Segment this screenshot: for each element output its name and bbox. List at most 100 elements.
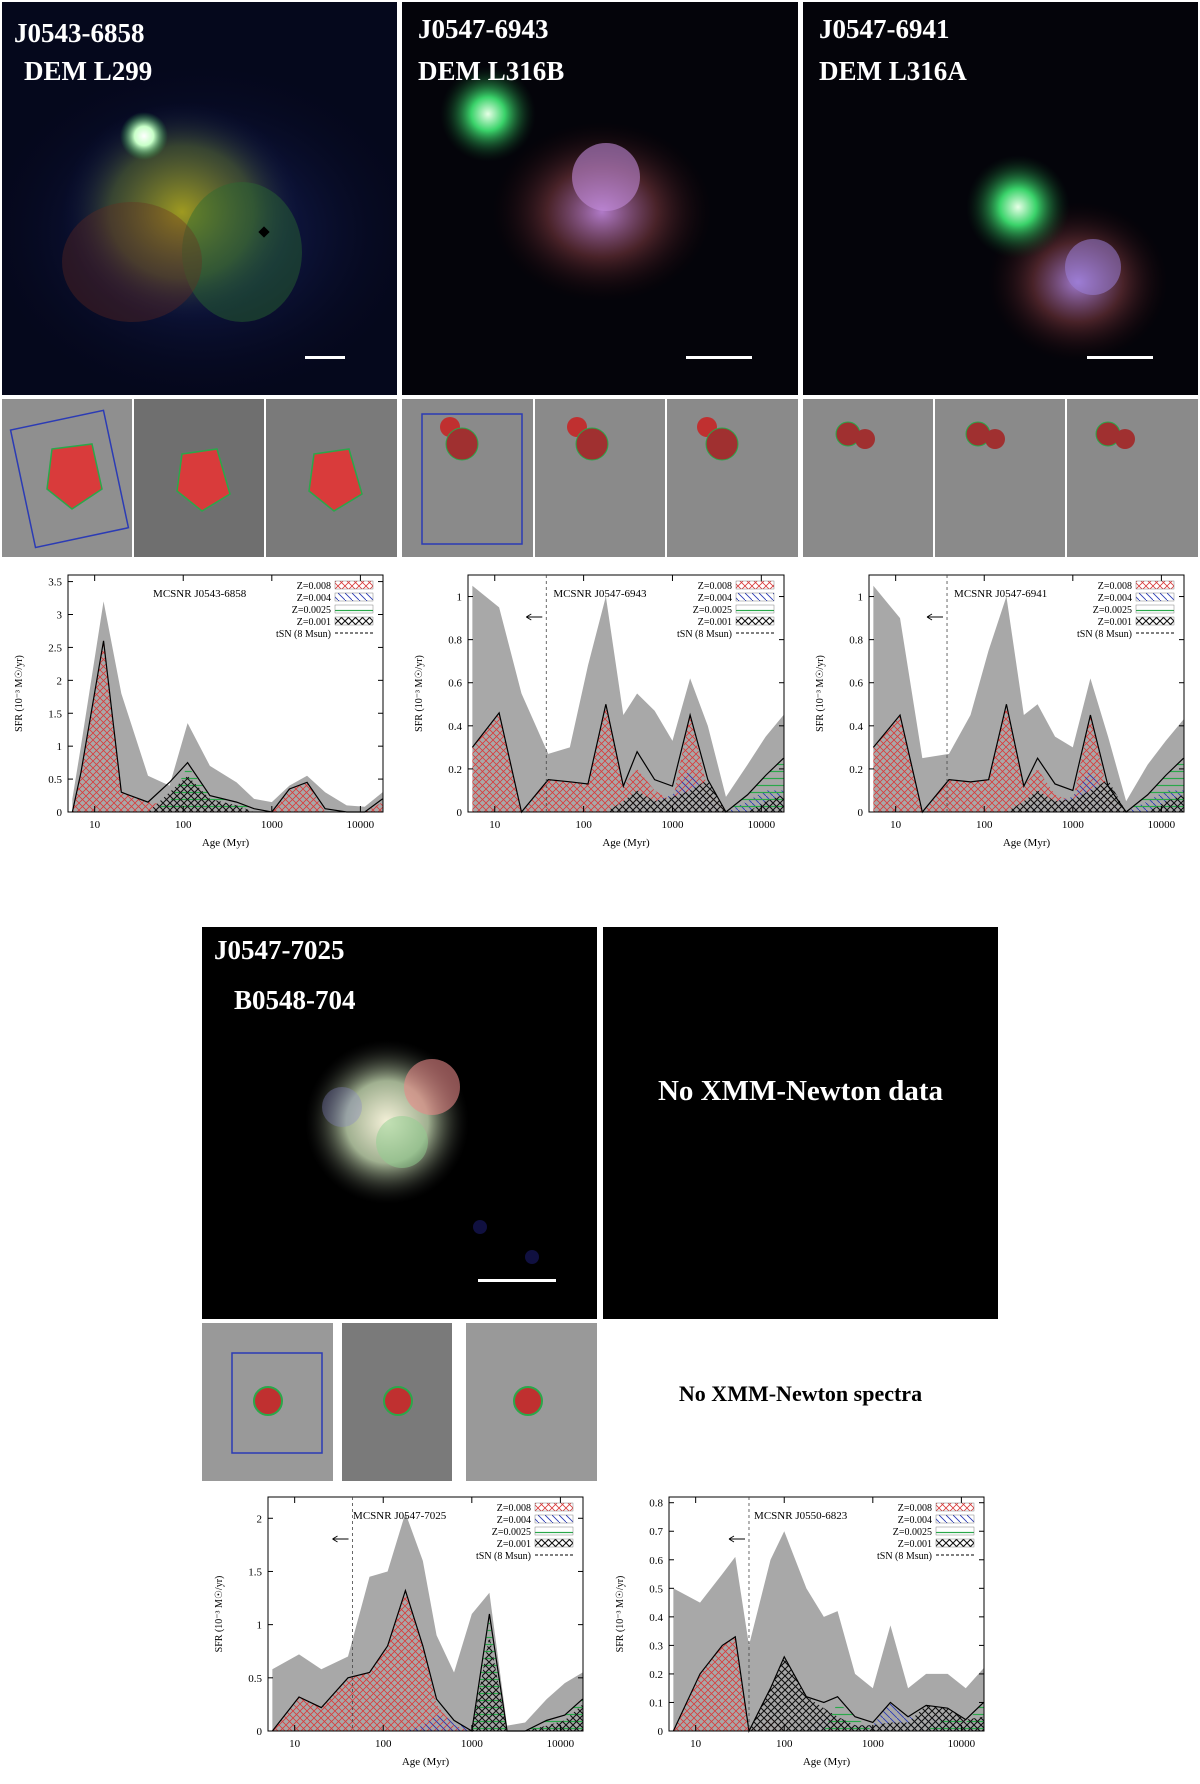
tsn-arrow [526,613,543,621]
legend-swatch [935,1526,975,1536]
snr-id-label: J0543-6858 [14,18,145,48]
tsn-arrow [332,1535,349,1543]
legend-swatch [735,616,775,626]
legend-swatch [935,1502,975,1512]
y-axis-label: SFR (10⁻³ M☉/yr) [615,1576,626,1653]
y-tick-label: 3.5 [48,577,62,589]
snr-alt-name-label: DEM L316A [819,56,967,86]
y-tick-label: 0.7 [649,1526,663,1538]
x-tick-label: 1000 [461,1738,484,1750]
x-tick-label: 10000 [547,1738,575,1750]
x-axis-label: Age (Myr) [602,837,650,849]
x-tick-label: 1000 [862,1738,885,1750]
x-tick-label: 10000 [1148,819,1176,831]
sfr-uncertainty-envelope [673,1531,984,1731]
x-tick-label: 10 [890,819,902,831]
y-tick-label: 0.8 [649,1498,663,1510]
legend-label: Z=0.0025 [893,1527,932,1538]
legend-label: Z=0.001 [1098,617,1132,628]
chart-title: MCSNR J0547-6943 [553,588,647,600]
plot-frame [67,574,384,813]
sfh-chart-2: 0 0.2 0.4 0.6 0.8 1 10 100 1000 10000 Age (Myr) SFR… [402,565,798,860]
rgb-image-3: J0547-6941 DEM L316A [803,2,1198,395]
scale-bar [1087,356,1153,359]
total-sfr-line [71,640,383,813]
sfh-chart-1: 0 0.5 1 1.5 2 2.5 3 3.5 10 100 1000 10000 Age (Myr) S… [2,565,397,860]
x-tick-label: 10000 [347,819,375,831]
legend-swatch [935,1538,975,1548]
y-tick-label: 2 [57,675,63,687]
legend-label: tSN (8 Msun) [877,1551,932,1562]
plot-frame [267,1496,584,1732]
y-tick-label: 0.8 [448,635,462,647]
legend-label: Z=0.008 [1098,581,1132,592]
rgb-image-2: J0547-6943 DEM L316B [402,2,798,395]
no-data-message: No XMM-Newton data [657,1075,944,1107]
sfh-chart-3: 0 0.2 0.4 0.6 0.8 1 10 100 1000 10000 Age (Myr) SFR… [803,565,1198,860]
snr-alt-name-label: B0548-704 [234,985,356,1015]
xmm-image-strip-2 [402,399,798,557]
series-area-z0025 [72,765,383,812]
series-area-z004 [272,1715,583,1731]
series-area-z001 [873,779,1184,812]
sfr-uncertainty-envelope [472,585,784,812]
tsn-arrow [926,613,944,621]
legend-label: Z=0.0025 [292,605,331,616]
snr-id-label: J0547-6943 [418,14,549,44]
y-axis-label: SFR (10⁻³ M☉/yr) [214,1576,225,1653]
series-area-z008 [673,1636,984,1731]
y-tick-label: 0 [658,1726,664,1738]
y-tick-label: 0.6 [649,1555,663,1567]
legend-label: Z=0.001 [497,1539,531,1550]
legend-label: Z=0.008 [698,581,732,592]
y-tick-label: 0.1 [649,1697,663,1709]
legend-label: tSN (8 Msun) [476,1551,531,1562]
y-tick-label: 0.4 [649,1612,663,1624]
legend-label: tSN (8 Msun) [1077,629,1132,640]
legend-label: Z=0.008 [497,1503,531,1514]
legend-label: Z=0.001 [297,617,331,628]
x-tick-label: 10000 [748,819,776,831]
chart-title: MCSNR J0547-7025 [353,1510,447,1522]
y-tick-label: 0.6 [849,678,863,690]
y-axis-label: SFR (10⁻³ M☉/yr) [14,655,25,732]
x-tick-label: 100 [575,819,592,831]
snr-id-label: J0547-7025 [214,935,345,965]
x-tick-label: 100 [375,1738,392,1750]
chart-title: MCSNR J0543-6858 [153,588,247,600]
snr-id-label: J0547-6941 [819,14,950,44]
legend-label: Z=0.0025 [1093,605,1132,616]
series-area-z008 [272,1590,583,1731]
total-sfr-line [872,704,1184,814]
legend-label: Z=0.001 [898,1539,932,1550]
scale-bar [305,356,345,359]
legend-label: Z=0.0025 [693,605,732,616]
y-tick-label: 0.5 [649,1583,663,1595]
x-tick-label: 10 [690,1738,702,1750]
scale-bar [686,356,752,359]
series-area-z008 [873,704,1184,812]
series-area-z0025 [472,758,784,812]
snr-alt-name-label: DEM L316B [418,56,565,86]
legend-label: Z=0.004 [898,1515,932,1526]
legend-label: tSN (8 Msun) [276,629,331,640]
total-sfr-line [672,1635,984,1733]
y-tick-label: 0.4 [849,721,863,733]
legend-label: Z=0.004 [497,1515,531,1526]
x-tick-label: 1000 [661,819,684,831]
xmm-image-strip-3 [803,399,1198,557]
legend-swatch [735,604,775,614]
y-tick-label: 0.8 [849,635,863,647]
xmm-image-strip-4 [202,1323,597,1481]
series-area-z008 [72,640,383,812]
series-area-z001 [72,775,383,812]
x-tick-label: 10 [289,1738,301,1750]
y-tick-label: 1 [257,1620,263,1632]
legend-swatch [1135,616,1175,626]
tsn-arrow [728,1535,745,1543]
legend-swatch [534,1514,574,1524]
y-tick-label: 0.6 [448,678,462,690]
legend-swatch [1135,604,1175,614]
y-tick-label: 0.4 [448,721,462,733]
sfh-chart-4: 0 0.5 1 1.5 2 10 100 1000 10000 Age (Myr) SFR (10⁻… [202,1487,597,1779]
